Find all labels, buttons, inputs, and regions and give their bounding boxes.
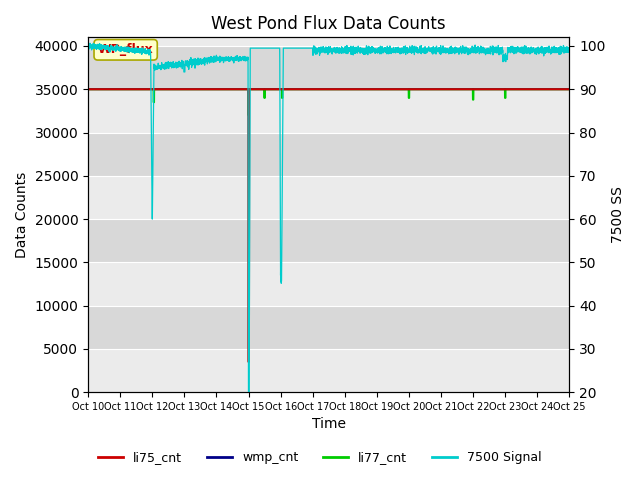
Text: WP_flux: WP_flux	[98, 43, 154, 56]
Bar	[88, 37, 570, 46]
Bar	[88, 219, 570, 263]
X-axis label: Time: Time	[312, 418, 346, 432]
Bar	[88, 176, 570, 219]
Bar	[88, 46, 570, 89]
Bar	[88, 132, 570, 176]
Bar	[88, 89, 570, 132]
Bar	[88, 263, 570, 306]
Bar	[88, 306, 570, 349]
Legend: li75_cnt, wmp_cnt, li77_cnt, 7500 Signal: li75_cnt, wmp_cnt, li77_cnt, 7500 Signal	[93, 446, 547, 469]
Bar	[88, 349, 570, 392]
Y-axis label: Data Counts: Data Counts	[15, 172, 29, 258]
Y-axis label: 7500 SS: 7500 SS	[611, 186, 625, 243]
Title: West Pond Flux Data Counts: West Pond Flux Data Counts	[211, 15, 446, 33]
